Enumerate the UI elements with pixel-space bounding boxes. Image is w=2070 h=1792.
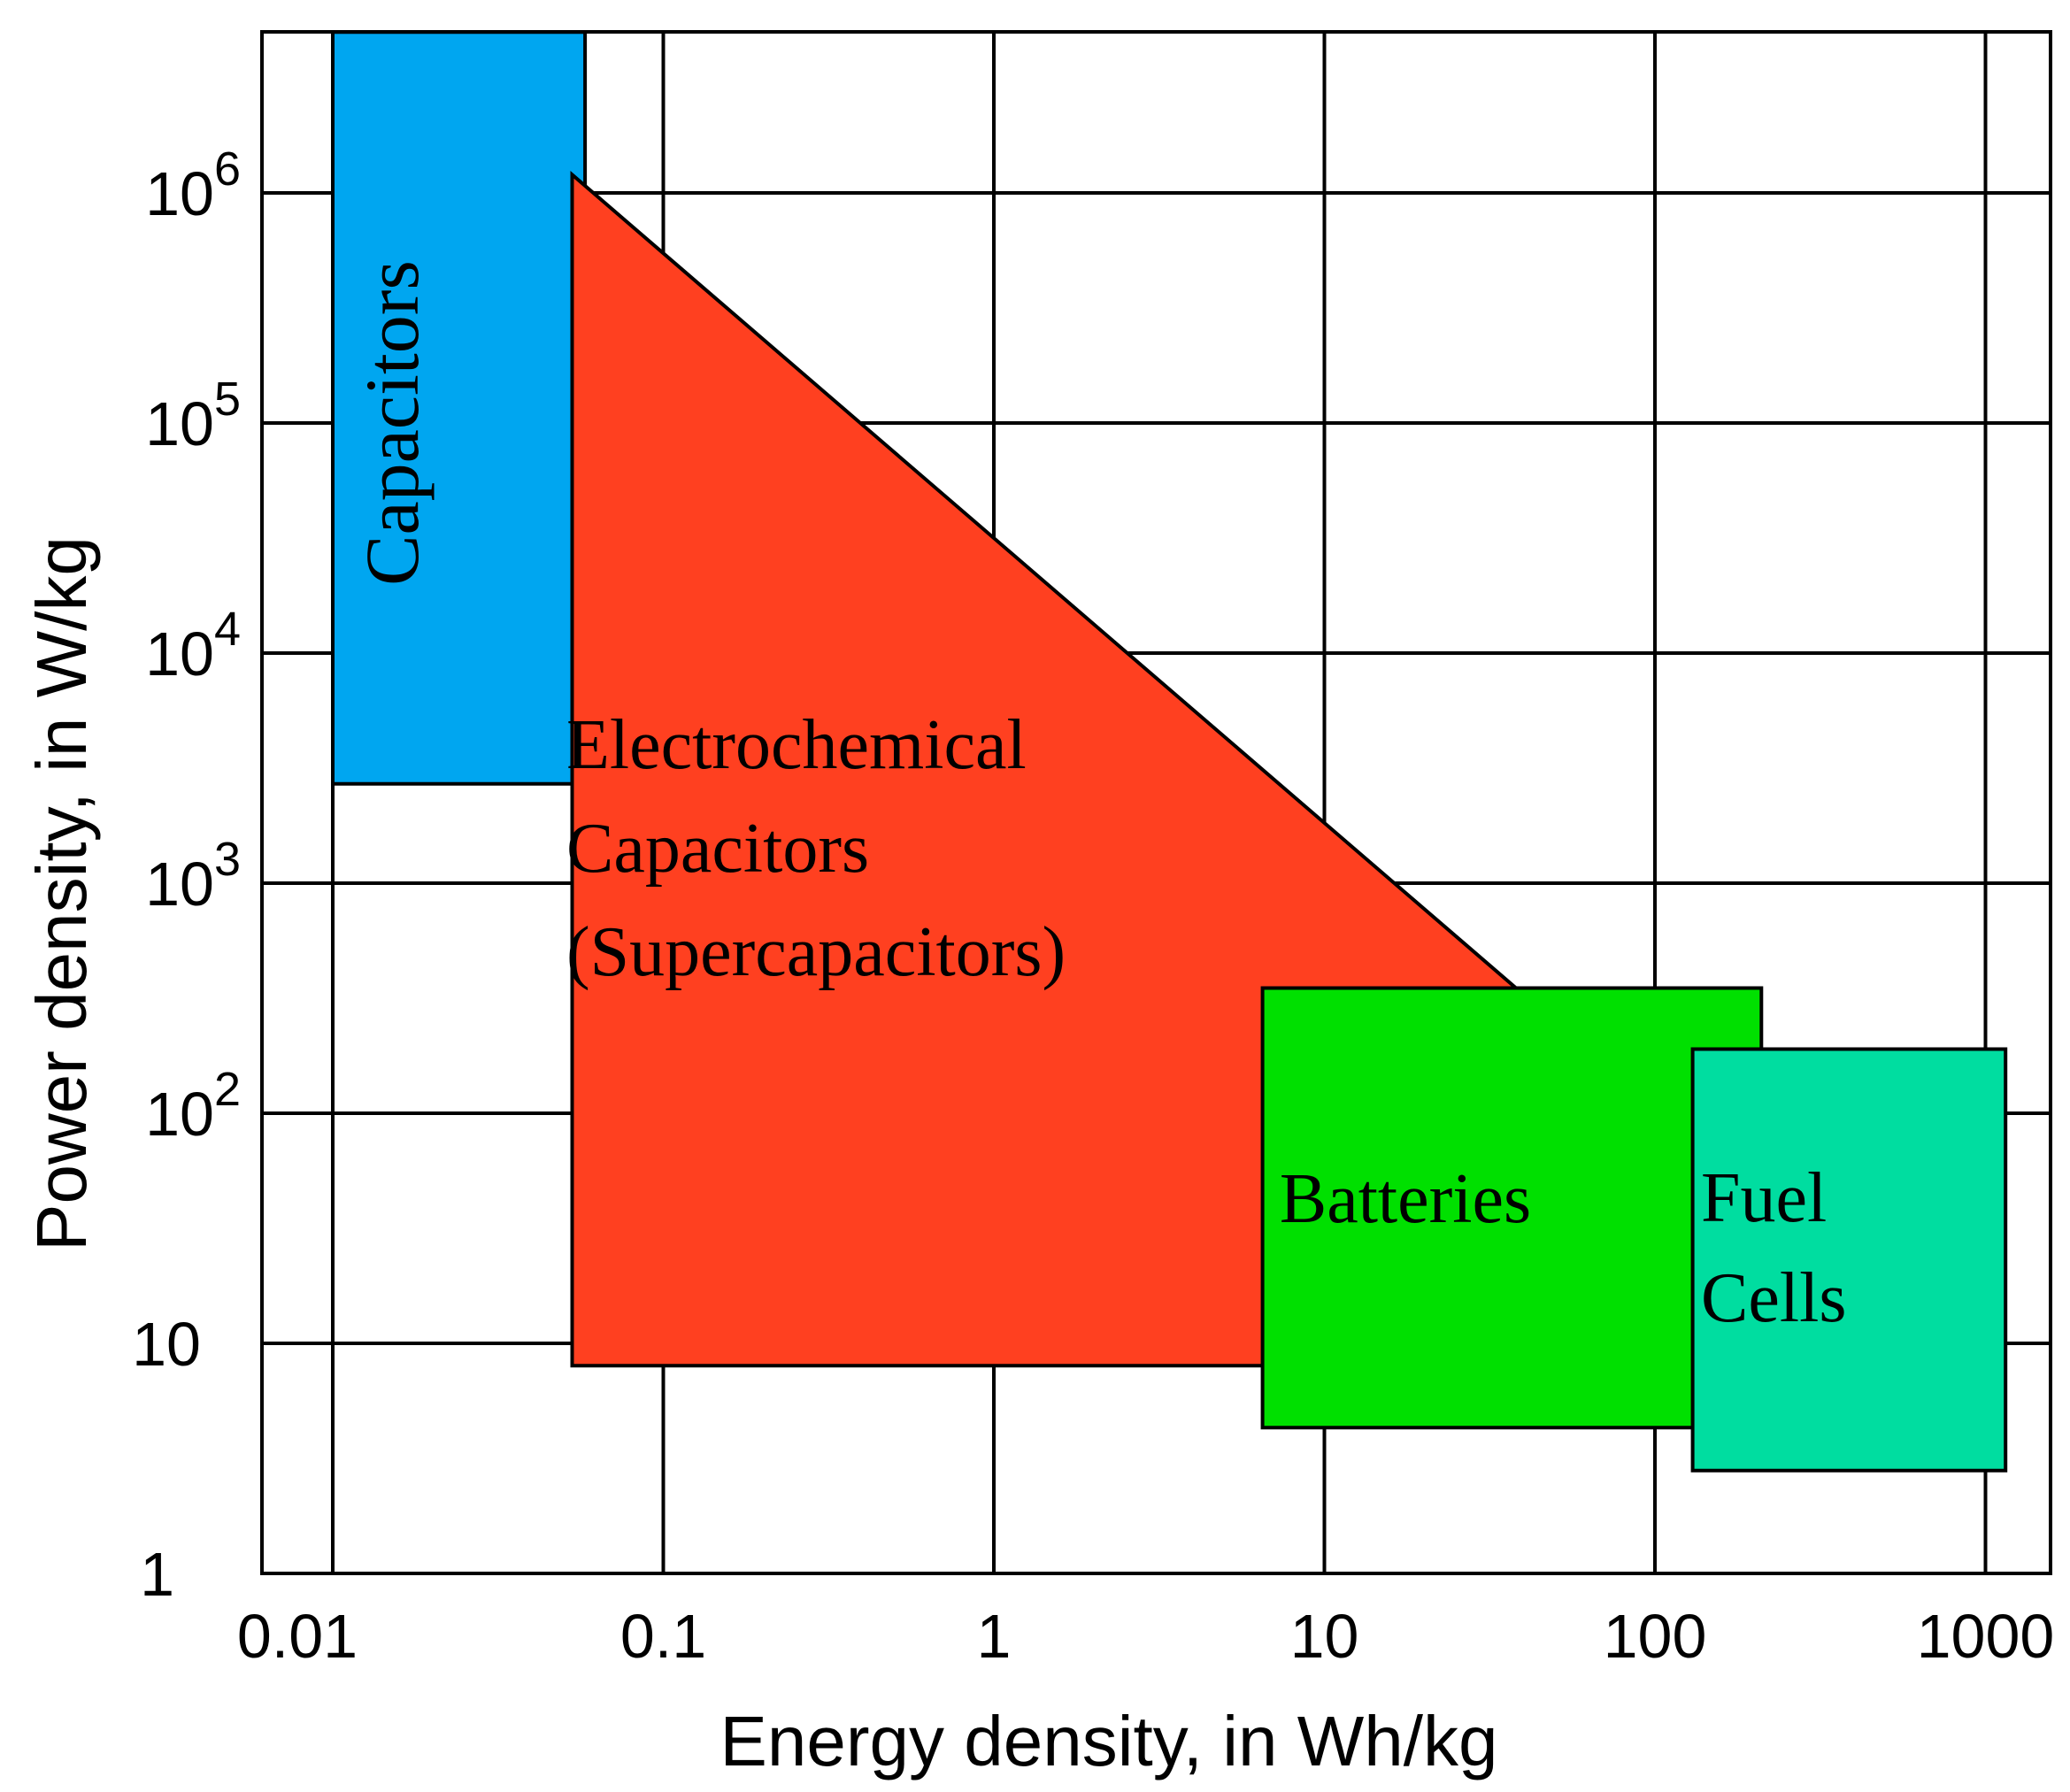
energy-power-density-chart: CapacitorsElectrochemical Capacitors (Supe… bbox=[0, 0, 2070, 1792]
x-axis-label: Energy density, in Wh/kg bbox=[720, 1702, 1498, 1780]
y-axis-label: Power density, in W/kg bbox=[22, 536, 101, 1251]
y-tick-label: 1 bbox=[140, 1540, 174, 1609]
x-tick-label: 1000 bbox=[1917, 1602, 2055, 1671]
region-label-batteries: Batteries bbox=[1280, 1160, 1531, 1238]
region-label-capacitors: Capacitors bbox=[350, 260, 435, 586]
x-tick-label: 0.01 bbox=[237, 1602, 358, 1671]
x-tick-label: 10 bbox=[1290, 1602, 1359, 1671]
x-tick-label: 1 bbox=[977, 1602, 1012, 1671]
y-tick-label: 10 bbox=[132, 1310, 201, 1379]
x-tick-label: 100 bbox=[1604, 1602, 1707, 1671]
x-tick-label: 0.1 bbox=[620, 1602, 706, 1671]
